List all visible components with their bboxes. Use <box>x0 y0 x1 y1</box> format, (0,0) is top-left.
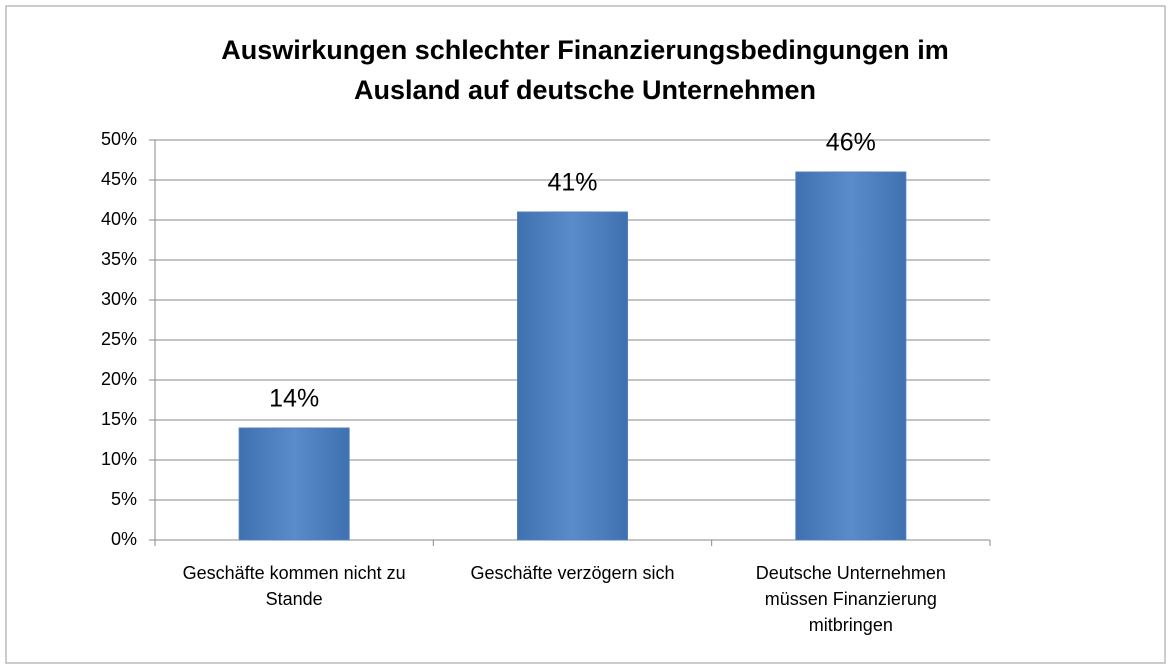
x-tick-label: Deutsche Unternehmen müssen Finanzierung… <box>755 563 946 635</box>
bar <box>795 171 907 541</box>
x-tick-label: Geschäfte kommen nicht zu Stande <box>182 563 406 609</box>
y-tick-label: 35% <box>101 249 137 269</box>
chart-title: Ausland auf deutsche Unternehmen <box>354 75 816 105</box>
chart-title: Auswirkungen schlechter Finanzierungsbed… <box>221 35 949 65</box>
x-tick-label: Geschäfte verzögern sich <box>470 563 675 583</box>
data-label: 46% <box>826 129 876 157</box>
y-tick-label: 45% <box>101 169 137 189</box>
y-tick-label: 50% <box>101 129 137 149</box>
y-tick-label: 15% <box>101 409 137 429</box>
y-tick-label: 5% <box>111 489 137 509</box>
y-tick-label: 0% <box>111 529 137 549</box>
y-tick-label: 40% <box>101 209 137 229</box>
y-tick-label: 20% <box>101 369 137 389</box>
y-tick-label: 25% <box>101 329 137 349</box>
data-label: 14% <box>269 385 319 413</box>
bar <box>517 211 628 541</box>
data-label: 41% <box>547 169 597 197</box>
bar <box>238 427 350 541</box>
y-tick-label: 10% <box>101 449 137 469</box>
y-tick-label: 30% <box>101 289 137 309</box>
